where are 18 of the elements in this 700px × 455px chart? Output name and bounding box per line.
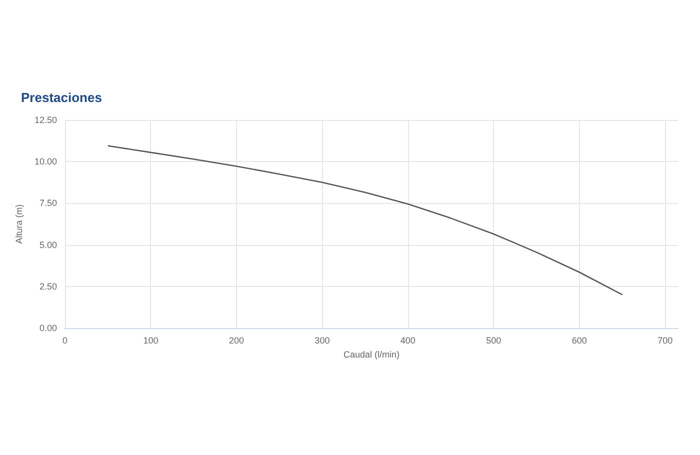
y-tick-label: 10.00 xyxy=(34,156,57,167)
chart-title: Prestaciones xyxy=(21,90,102,105)
line-series xyxy=(107,145,623,296)
y-tick-label: 2.50 xyxy=(39,281,57,292)
x-tick-label: 300 xyxy=(314,336,330,346)
x-tick-label: 600 xyxy=(572,336,587,346)
y-tick-label: 5.00 xyxy=(39,240,57,250)
y-axis-title: Altura (m) xyxy=(14,204,24,244)
y-tick-label: 0.00 xyxy=(39,323,57,333)
x-axis-title: Caudal (l/min) xyxy=(343,350,400,360)
x-tick-label: 200 xyxy=(228,336,244,346)
x-tick-label: 400 xyxy=(400,336,416,346)
y-tick-label: 7.50 xyxy=(39,198,57,208)
x-tick-label: 0 xyxy=(62,336,68,346)
x-tick-label: 100 xyxy=(143,336,158,346)
x-tick-label: 500 xyxy=(486,336,502,346)
x-tick-label: 700 xyxy=(658,336,673,346)
y-tick-label: 12.50 xyxy=(34,115,57,125)
